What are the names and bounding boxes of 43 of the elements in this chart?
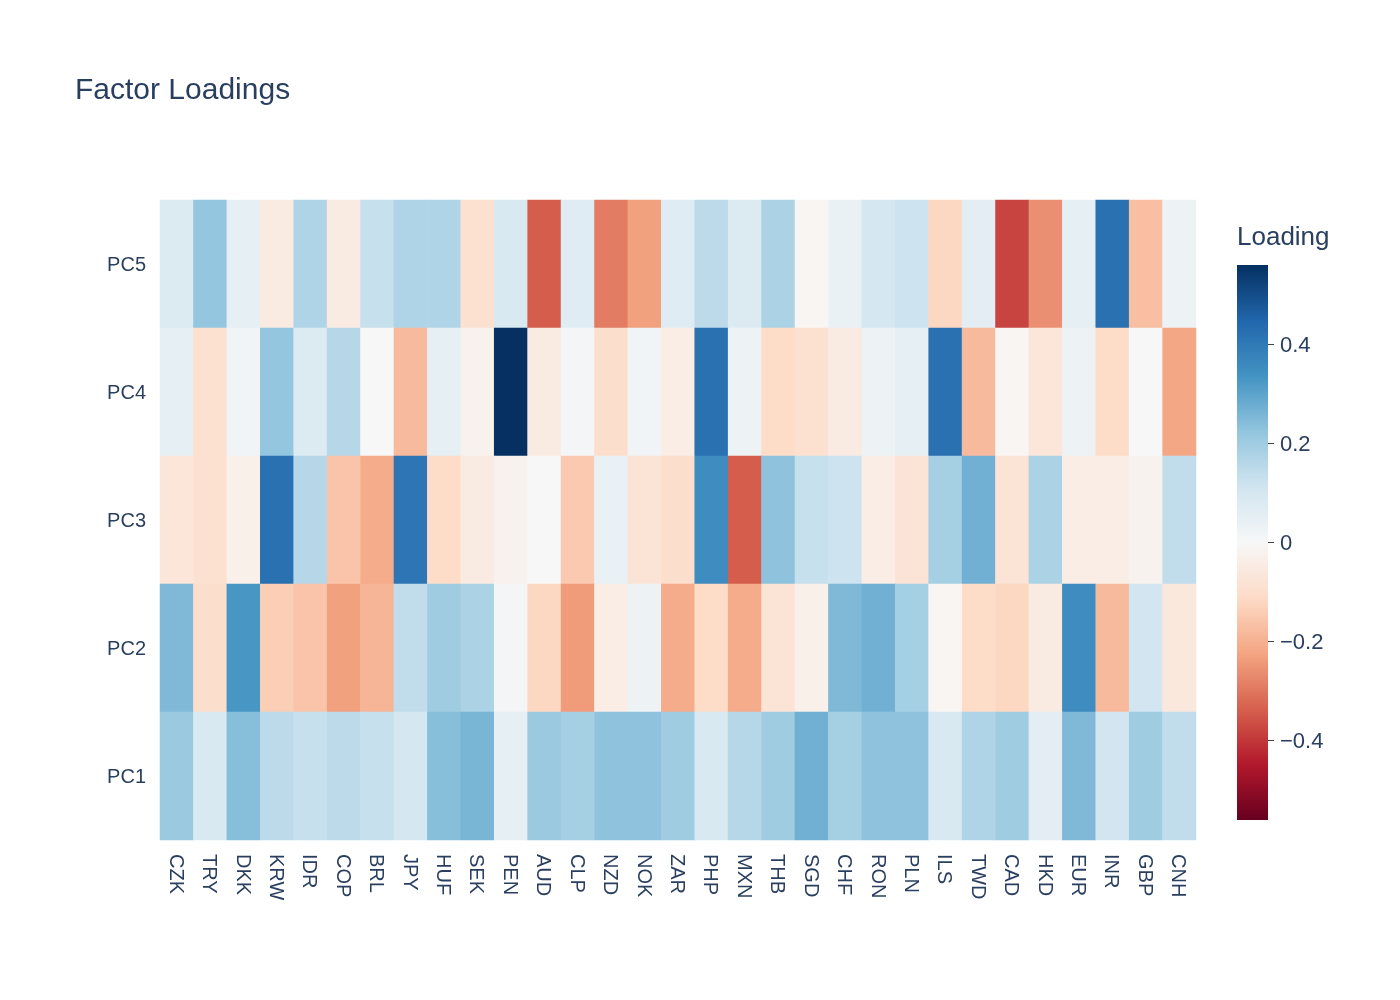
x-tick-label: INR (1101, 854, 1124, 889)
x-tick-label: CNH (1168, 854, 1191, 898)
x-tick-label: JPY (399, 854, 422, 891)
x-tick-label: CAD (1001, 854, 1024, 897)
x-tick-label: EUR (1068, 854, 1091, 897)
x-tick-label: PEN (499, 854, 522, 896)
y-tick-label: PC5 (107, 253, 146, 275)
chart-title: Factor Loadings (75, 71, 291, 105)
x-tick-label: HUF (433, 854, 456, 896)
x-tick-label: PLN (900, 854, 923, 893)
color-bar-title: Loading (1237, 221, 1330, 251)
y-tick-label: PC1 (107, 765, 146, 787)
color-bar-label: −0.4 (1280, 728, 1324, 754)
x-tick-label: THB (767, 854, 790, 894)
color-bar-label: 0 (1280, 530, 1293, 555)
x-tick-label: TRY (199, 854, 222, 894)
x-tick-label: RON (867, 854, 890, 899)
color-bar-label: 0.4 (1280, 331, 1311, 357)
x-tick-label: CZK (165, 854, 188, 895)
x-tick-label: MXN (733, 854, 756, 899)
x-tick-label: NOK (633, 854, 656, 898)
x-tick-label: SGD (800, 854, 823, 898)
color-bar-label: −0.2 (1280, 629, 1324, 655)
x-tick-label: TWD (967, 854, 990, 900)
x-tick-label: IDR (299, 854, 322, 889)
x-tick-label: CHF (834, 854, 857, 896)
x-tick-label: COP (332, 854, 355, 898)
color-bar-label: 0.2 (1280, 430, 1311, 456)
x-tick-label: AUD (533, 854, 556, 897)
x-tick-label: HKD (1034, 854, 1057, 897)
y-tick-label: PC3 (107, 509, 146, 531)
x-tick-label: DKK (232, 854, 255, 896)
x-tick-label: KRW (265, 854, 288, 901)
x-tick-label: ZAR (667, 854, 689, 894)
x-tick-label: PHP (700, 854, 723, 896)
x-tick-label: ILS (934, 854, 957, 885)
x-tick-label: GBP (1134, 854, 1157, 897)
y-tick-label: PC2 (107, 637, 146, 659)
x-tick-label: CLP (566, 854, 589, 893)
x-tick-label: NZD (600, 854, 623, 896)
x-tick-label: SEK (466, 854, 489, 895)
x-tick-label: BRL (366, 854, 389, 893)
y-tick-label: PC4 (107, 381, 146, 403)
